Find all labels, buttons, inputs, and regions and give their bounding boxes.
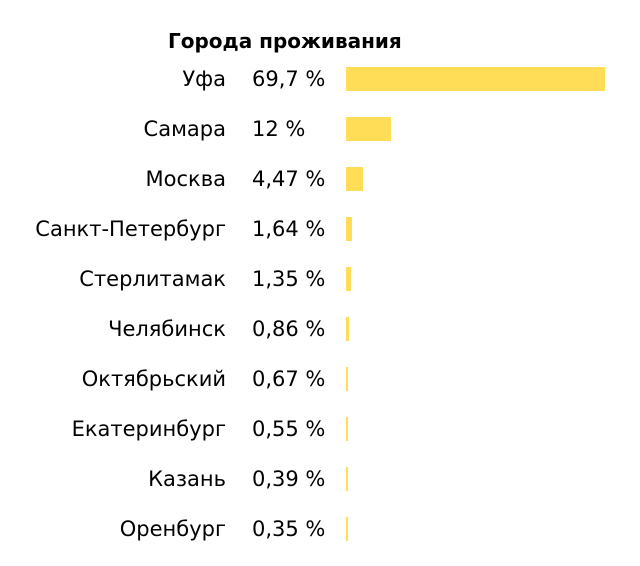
bar <box>346 517 348 541</box>
bar-row: Уфа 69,7 % <box>0 63 640 95</box>
value-label: 12 % <box>252 117 306 141</box>
chart-title: Города проживания <box>168 29 402 53</box>
bar <box>346 317 350 341</box>
category-label: Уфа <box>182 67 226 91</box>
value-label: 0,55 % <box>252 417 326 441</box>
category-label: Екатеринбург <box>71 417 226 441</box>
value-label: 1,35 % <box>252 267 326 291</box>
bar-row: Стерлитамак 1,35 % <box>0 263 640 295</box>
category-label: Челябинск <box>108 317 226 341</box>
bar <box>346 267 352 291</box>
value-label: 0,67 % <box>252 367 326 391</box>
bar-row: Оренбург 0,35 % <box>0 513 640 545</box>
bar-row: Москва 4,47 % <box>0 163 640 195</box>
value-label: 4,47 % <box>252 167 326 191</box>
value-label: 0,86 % <box>252 317 326 341</box>
bar-row: Октябрьский 0,67 % <box>0 363 640 395</box>
bar <box>346 117 391 141</box>
category-label: Казань <box>148 467 226 491</box>
category-label: Санкт-Петербург <box>35 217 226 241</box>
bar <box>346 167 363 191</box>
category-label: Москва <box>145 167 226 191</box>
bar-row: Казань 0,39 % <box>0 463 640 495</box>
value-label: 1,64 % <box>252 217 326 241</box>
bar <box>346 467 348 491</box>
bar-row: Самара 12 % <box>0 113 640 145</box>
bar-row: Челябинск 0,86 % <box>0 313 640 345</box>
category-label: Оренбург <box>119 517 226 541</box>
value-label: 0,35 % <box>252 517 326 541</box>
bar <box>346 67 605 91</box>
value-label: 69,7 % <box>252 67 326 91</box>
bar-row: Екатеринбург 0,55 % <box>0 413 640 445</box>
bar <box>346 417 349 441</box>
category-label: Октябрьский <box>81 367 226 391</box>
category-label: Стерлитамак <box>79 267 226 291</box>
bar <box>346 217 353 241</box>
bar <box>346 367 349 391</box>
value-label: 0,39 % <box>252 467 326 491</box>
bar-row: Санкт-Петербург 1,64 % <box>0 213 640 245</box>
category-label: Самара <box>143 117 226 141</box>
